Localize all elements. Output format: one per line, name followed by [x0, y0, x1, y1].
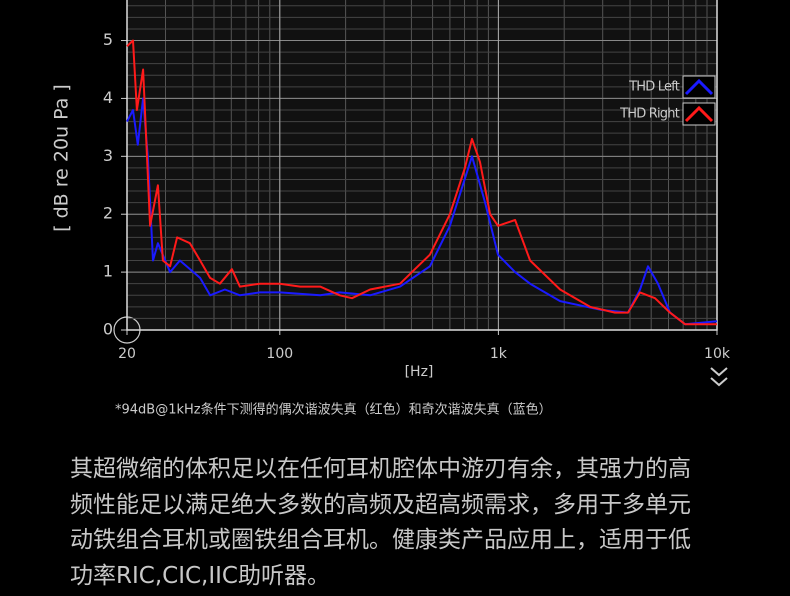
y-axis-label: [ dB re 20u Pa ]	[51, 84, 73, 232]
x-tick-label: 1k	[490, 346, 508, 362]
series-line	[126, 39, 717, 326]
x-tick-label: 100	[266, 346, 293, 362]
x-tick-label: 10k	[704, 346, 731, 362]
y-tick-label: 5	[103, 30, 113, 49]
paragraph-line: 其超微缩的体积足以在任何耳机腔体中游刃有余，其强力的高	[70, 456, 691, 482]
y-tick-label: 0	[103, 320, 113, 339]
x-tick-label: 20	[118, 346, 136, 362]
paragraph-line: 功率RIC,CIC,IIC助听器。	[70, 562, 330, 589]
legend-swatch	[684, 105, 714, 123]
footnote: *94dB@1kHz条件下测得的偶次谐波失真（红色）和奇次谐波失真（蓝色）	[115, 402, 552, 418]
scroll-chevron	[710, 367, 728, 387]
y-tick-label: 3	[103, 146, 113, 165]
paragraph-line: 频性能足以满足绝大多数的高频及超高频需求，多用于多单元	[70, 491, 691, 518]
y-tick-label: 1	[103, 262, 113, 281]
legend-label: THD Left	[628, 80, 680, 95]
y-tick-label: 4	[103, 88, 113, 107]
legend-label: THD Right	[619, 107, 680, 122]
x-axis-label: [Hz]	[405, 364, 434, 380]
plot-area	[127, 0, 717, 330]
y-tick-label: 2	[103, 204, 113, 223]
legend-box	[682, 75, 716, 99]
plot-frame	[126, 0, 718, 331]
paragraph-line: 动铁组合耳机或圈铁组合耳机。健康类产品应用上，适用于低	[70, 527, 691, 553]
legend-swatch	[684, 78, 714, 96]
grid	[126, 0, 718, 331]
legend-box	[682, 102, 716, 126]
chart: [ dB re 20u Pa ] [Hz] *94dB@1kHz条件下测得的偶次…	[51, 0, 731, 418]
description: 其超微缩的体积足以在任何耳机腔体中游刃有余，其强力的高 频性能足以满足绝大多数的高…	[70, 452, 770, 594]
